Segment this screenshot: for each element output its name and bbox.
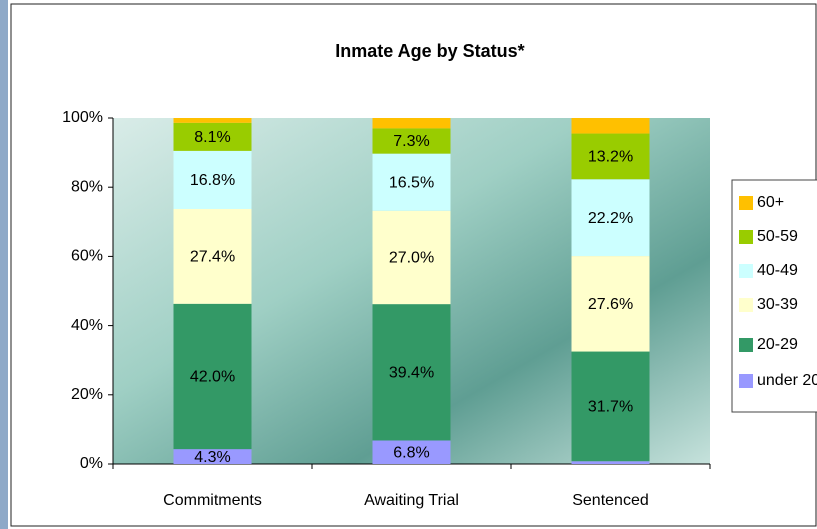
legend-label: 30-39 xyxy=(757,296,798,313)
bar-segment xyxy=(571,118,650,134)
data-label: 22.2% xyxy=(588,210,633,227)
bar-segment xyxy=(571,461,650,464)
data-label: 27.4% xyxy=(190,249,235,266)
bar-segment xyxy=(173,303,252,450)
legend-swatch xyxy=(739,196,753,210)
data-label: 16.8% xyxy=(190,172,235,189)
x-tick-label: Sentenced xyxy=(572,492,649,509)
legend-label: 40-49 xyxy=(757,262,798,279)
data-label: 27.6% xyxy=(588,296,633,313)
bar-segment xyxy=(571,351,650,462)
x-tick-label: Awaiting Trial xyxy=(364,492,459,509)
legend-swatch xyxy=(739,230,753,244)
legend-swatch xyxy=(739,374,753,388)
bar-segment xyxy=(173,118,252,123)
bar-segment xyxy=(173,449,252,464)
data-label: 8.1% xyxy=(194,129,230,146)
data-label: 31.7% xyxy=(588,399,633,416)
data-label: 39.4% xyxy=(389,365,434,382)
bar-segment xyxy=(372,210,451,305)
y-tick-label: 100% xyxy=(62,109,103,126)
bar-segment xyxy=(571,179,650,257)
x-tick-label: Commitments xyxy=(163,492,262,509)
data-label: 7.3% xyxy=(393,133,429,150)
bar-segment xyxy=(173,208,252,304)
bar-segment xyxy=(372,128,451,154)
data-label: 16.5% xyxy=(389,174,434,191)
bar-segment xyxy=(571,133,650,180)
data-label: 42.0% xyxy=(190,369,235,386)
legend-box xyxy=(731,179,817,413)
legend-swatch xyxy=(739,264,753,278)
bar-segment xyxy=(173,150,252,209)
bar-segment xyxy=(372,118,451,129)
y-tick-label: 20% xyxy=(71,386,103,403)
legend-swatch xyxy=(739,298,753,312)
bar-segment xyxy=(372,153,451,211)
bar-segment xyxy=(372,304,451,441)
y-tick-label: 40% xyxy=(71,317,103,334)
data-label: 6.8% xyxy=(393,444,429,461)
y-tick-label: 80% xyxy=(71,178,103,195)
legend-swatch xyxy=(739,338,753,352)
data-label: 27.0% xyxy=(389,250,434,267)
bar-segment xyxy=(372,440,451,464)
bar-segment xyxy=(173,122,252,151)
data-label: 13.2% xyxy=(588,149,633,166)
window-edge xyxy=(0,0,8,529)
legend-label: 50-59 xyxy=(757,228,798,245)
y-tick-label: 0% xyxy=(80,455,103,472)
legend-label: 60+ xyxy=(757,194,784,211)
bar-segment xyxy=(571,256,650,352)
legend-label: under 20 xyxy=(757,372,817,389)
y-tick-label: 60% xyxy=(71,248,103,265)
legend-label: 20-29 xyxy=(757,336,798,353)
data-label: 4.3% xyxy=(194,449,230,466)
chart-title: Inmate Age by Status* xyxy=(335,41,524,61)
